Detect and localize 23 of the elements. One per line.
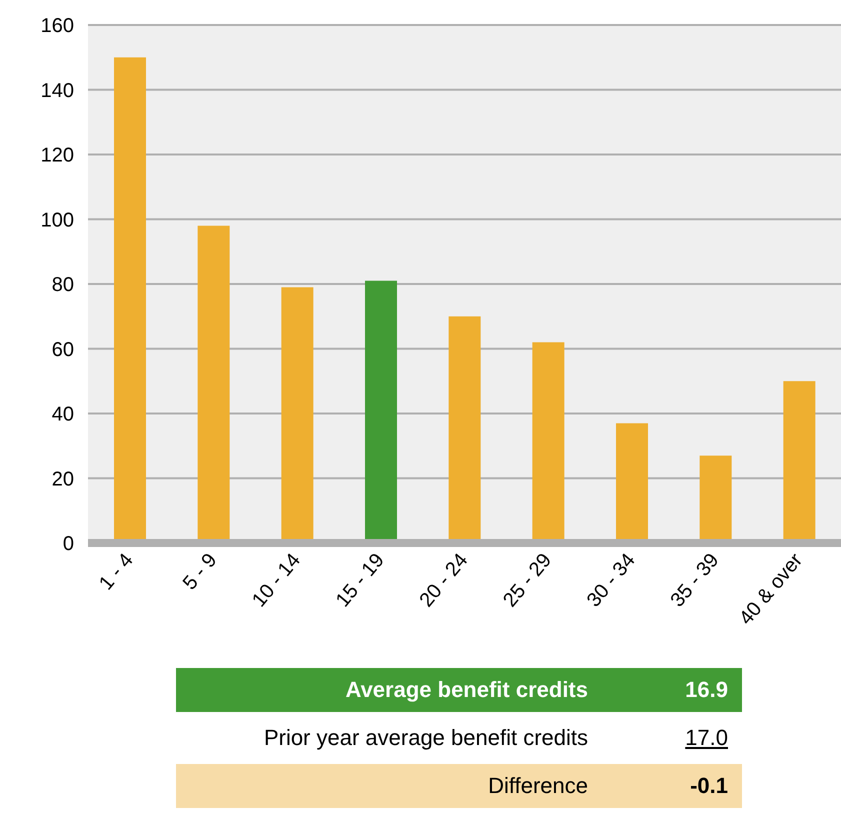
text: 17.0 — [685, 725, 728, 750]
y-tick-label: 80 — [52, 274, 74, 296]
y-tick-label: 0 — [62, 533, 74, 556]
x-tick-label: 5 - 9 — [178, 549, 222, 594]
text: Average benefit credits — [344, 677, 589, 703]
y-tick-label: 20 — [52, 468, 74, 490]
x-tick-label: 35 - 39 — [666, 549, 724, 612]
text: Prior year average benefit credits — [262, 725, 589, 751]
x-tick-label: 15 - 19 — [332, 549, 389, 612]
y-tick-label: 60 — [52, 338, 74, 361]
y-tick-label: 160 — [40, 15, 74, 38]
text: -0.1 — [690, 773, 728, 798]
y-tick-label: 40 — [52, 404, 74, 426]
x-tick-label: 1 - 4 — [95, 549, 138, 594]
text: 16.9 — [685, 677, 728, 702]
x-tick-label: 20 - 24 — [416, 549, 472, 612]
y-tick-label: 120 — [40, 144, 74, 167]
x-tick-label: 25 - 29 — [499, 549, 556, 612]
x-tick-label: 30 - 34 — [582, 549, 640, 612]
x-tick-label: 10 - 14 — [248, 549, 306, 612]
text: Difference — [487, 773, 589, 799]
y-tick-label: 100 — [40, 209, 74, 232]
y-tick-label: 140 — [40, 80, 74, 102]
